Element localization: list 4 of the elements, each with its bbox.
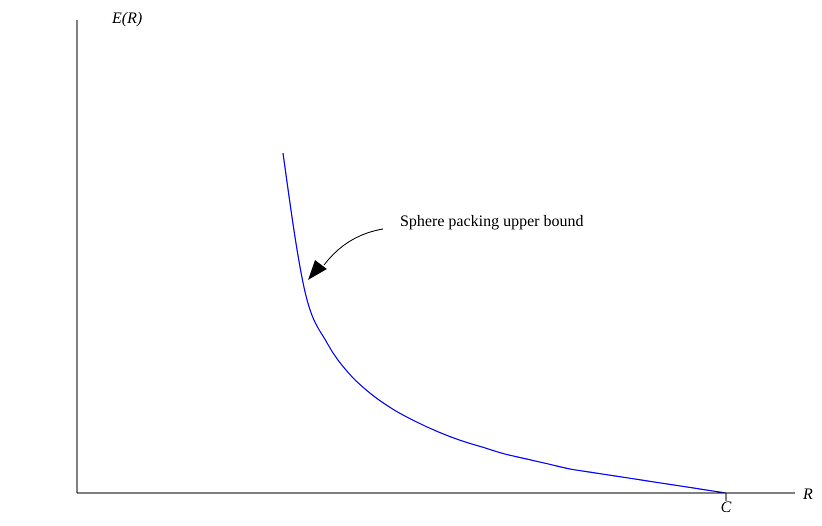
text: C <box>720 499 732 517</box>
x-axis-title: R <box>802 486 813 504</box>
text: E(R) <box>112 10 142 28</box>
annotation: Sphere packing upper bound <box>400 213 584 231</box>
